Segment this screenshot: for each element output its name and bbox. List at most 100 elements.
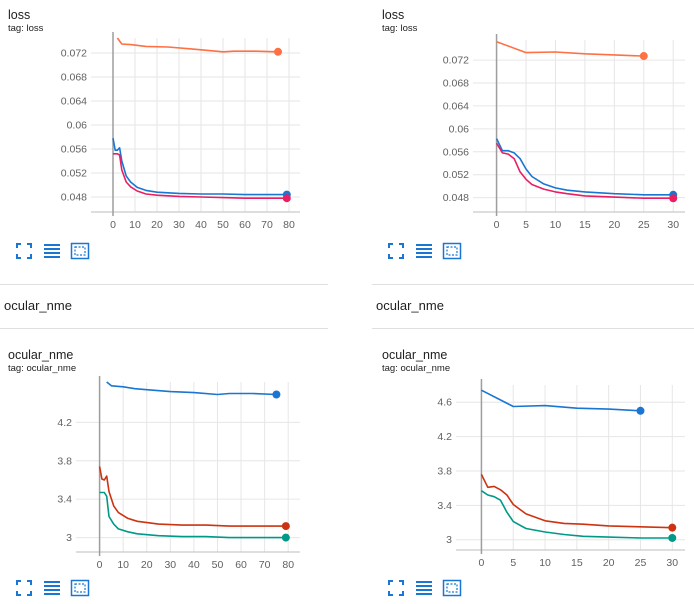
x-tick-label: 60 [235,559,247,571]
series-line-blue [495,138,674,196]
x-tick-label: 15 [579,219,591,231]
y-tick-label: 4.2 [437,431,452,443]
fit-domain-icon[interactable] [70,241,90,261]
x-tick-label: 25 [635,557,647,569]
x-tick-label: 0 [494,219,500,231]
series-endpoint-blue [272,390,281,399]
fit-domain-icon[interactable] [70,578,90,598]
x-tick-label: 50 [212,559,224,571]
x-tick-label: 80 [282,559,294,571]
loss-right-toolbar [386,241,462,261]
x-tick-label: 25 [638,219,650,231]
x-tick-label: 70 [261,219,273,231]
y-tick-label: 3 [66,532,72,544]
nme-left-toolbar [14,578,90,598]
section-divider-right-2 [372,328,694,329]
y-tick-label: 0.072 [61,48,87,60]
section-divider-right [372,284,694,285]
card-tag: tag: ocular_nme [382,363,451,374]
y-tick-label: 4.2 [57,417,72,429]
series-line-teal [99,491,286,539]
card-title: ocular_nme [8,348,74,362]
fit-domain-icon[interactable] [442,578,462,598]
series-line-red [98,466,286,527]
section-divider-left [0,284,328,285]
series-line-blue [481,389,641,412]
x-tick-label: 30 [667,219,679,231]
x-tick-label: 20 [608,219,620,231]
series-line-blue [106,381,277,396]
y-tick-label: 4.6 [437,397,452,409]
section-title-right: ocular_nme [376,298,444,313]
y-tick-label: 0.068 [443,78,469,90]
data-table-icon[interactable] [42,578,62,598]
y-tick-label: 0.052 [443,169,469,181]
series-endpoint-pink [282,194,291,203]
section-divider-left-2 [0,328,328,329]
fit-domain-icon[interactable] [442,241,462,261]
card-tag: tag: loss [8,23,44,34]
y-tick-label: 0.068 [61,72,87,84]
x-tick-label: 40 [195,219,207,231]
fullscreen-icon[interactable] [386,578,406,598]
loss-card-left: loss tag: loss [8,8,318,268]
x-tick-label: 80 [283,219,295,231]
series-endpoint-red [281,522,290,531]
nme-right-toolbar [386,578,462,598]
series-endpoint-teal [281,533,290,542]
series-endpoint-pink [669,194,678,203]
x-tick-label: 20 [603,557,615,569]
y-tick-label: 3.4 [57,494,72,506]
x-tick-label: 0 [479,557,485,569]
card-tag: tag: ocular_nme [8,363,77,374]
fullscreen-icon[interactable] [14,578,34,598]
x-tick-label: 10 [129,219,141,231]
y-tick-label: 0.056 [61,144,87,156]
nme-chart-right[interactable]: 0 5 10 15 20 25 30 3 3.4 3.8 4.2 4.6 [0,0,694,572]
fullscreen-icon[interactable] [14,241,34,261]
x-tick-label: 10 [117,559,129,571]
card-tag: tag: loss [382,23,418,34]
series-line-pink [113,153,287,199]
x-tick-label: 60 [239,219,251,231]
series-line-blue [112,138,287,196]
y-tick-label: 0.06 [67,120,88,132]
data-table-icon[interactable] [42,241,62,261]
loss-chart-left[interactable]: 0 10 20 30 40 50 60 70 80 0.048 0.052 0.056 0.06 0.06… [0,0,320,235]
x-tick-label: 10 [539,557,551,569]
series-line-teal [480,490,673,539]
section-title-left: ocular_nme [4,298,72,313]
card-title: loss [382,8,405,22]
x-tick-label: 0 [110,219,116,231]
y-tick-label: 3.8 [437,465,452,477]
y-tick-label: 0.072 [443,55,469,67]
x-tick-label: 5 [510,557,516,569]
x-tick-label: 15 [571,557,583,569]
nme-card-left: ocular_nme tag: ocular_nme [8,348,318,598]
y-tick-label: 0.056 [443,146,469,158]
nme-chart-left[interactable]: 0 10 20 30 40 50 60 70 80 3 3.4 3.8 4.2 [0,0,320,572]
loss-chart-right[interactable]: 0 5 10 15 20 25 30 0.048 0.052 0.056 0.06 0.064 0.06… [0,0,694,235]
y-tick-label: 0.048 [443,192,469,204]
y-tick-label: 3.8 [57,455,72,467]
series-line-pink [495,142,674,199]
x-tick-label: 30 [164,559,176,571]
series-line-orange [496,40,644,57]
fullscreen-icon[interactable] [386,241,406,261]
y-tick-label: 0.06 [449,123,470,135]
x-tick-label: 30 [666,557,678,569]
x-tick-label: 70 [259,559,271,571]
series-endpoint-teal [668,533,677,542]
x-tick-label: 30 [173,219,185,231]
y-tick-label: 3.4 [437,500,452,512]
card-title: ocular_nme [382,348,448,362]
series-line-red [480,474,673,529]
y-tick-label: 0.064 [61,96,87,108]
series-line-orange [116,37,279,53]
data-table-icon[interactable] [414,241,434,261]
data-table-icon[interactable] [414,578,434,598]
x-tick-label: 50 [217,219,229,231]
x-tick-label: 0 [97,559,103,571]
y-tick-label: 0.052 [61,168,87,180]
nme-card-right: ocular_nme tag: ocular_nme [382,348,687,598]
